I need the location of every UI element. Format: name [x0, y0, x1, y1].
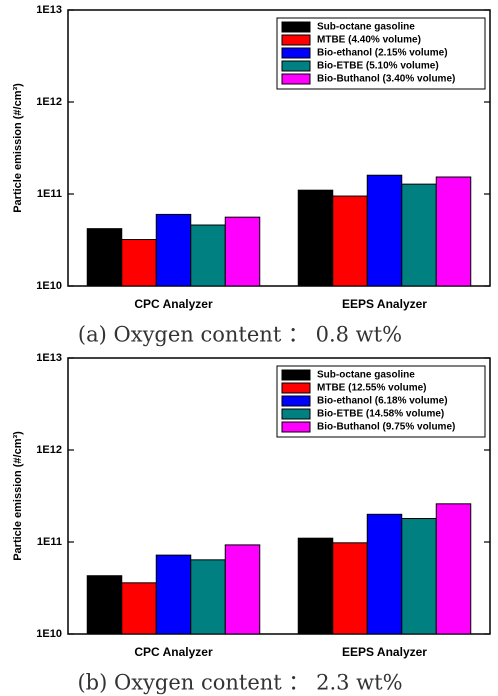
- bar: [332, 542, 368, 635]
- y-axis-label: Particle emission (#/cm³): [12, 431, 24, 561]
- x-tick-label: CPC Analyzer: [134, 645, 213, 659]
- bar: [155, 554, 192, 635]
- legend-label: Sub-octane gasoline: [317, 370, 415, 381]
- legend-swatch: [281, 421, 311, 433]
- bar: [224, 216, 261, 287]
- legend-swatch: [281, 34, 311, 46]
- x-tick-label: EEPS Analyzer: [342, 645, 427, 659]
- legend-label: Sub-octane gasoline: [317, 22, 415, 33]
- bar: [401, 518, 437, 635]
- bar: [435, 503, 472, 635]
- y-tick-label: 1E13: [36, 4, 62, 16]
- legend-swatch: [281, 408, 311, 420]
- y-tick-label: 1E10: [36, 280, 62, 292]
- bar: [366, 513, 403, 635]
- y-tick-label: 1E11: [37, 536, 62, 548]
- bar: [121, 239, 157, 287]
- legend-swatch: [281, 382, 311, 394]
- bar: [435, 176, 472, 287]
- bar: [366, 174, 403, 287]
- legend-label: Bio-Buthanol (3.40% volume): [317, 74, 455, 85]
- bar: [332, 195, 368, 287]
- legend-swatch: [281, 47, 311, 59]
- legend-swatch: [281, 21, 311, 33]
- plot-frame: [67, 357, 491, 635]
- bar: [401, 183, 437, 287]
- legend-box: [276, 17, 486, 90]
- bar: [155, 213, 192, 287]
- legend-label: Bio-ethanol (2.15% volume): [317, 48, 448, 59]
- chart: 1E10 1E11 1E12 1E13 Particle emission (#/cm³…: [12, 352, 491, 695]
- caption: (b) Oxygen content ： 2.3 wt%: [77, 671, 402, 695]
- legend-swatch: [281, 73, 311, 85]
- legend-label: Bio-Buthanol (9.75% volume): [317, 422, 455, 433]
- x-tick-label: EEPS Analyzer: [342, 297, 427, 311]
- bar: [86, 575, 123, 635]
- legend-label: MTBE (4.40% volume): [317, 35, 421, 46]
- legend-label: MTBE (12.55% volume): [317, 383, 426, 394]
- legend-swatch: [281, 395, 311, 407]
- legend-swatch: [281, 369, 311, 381]
- bar: [121, 582, 157, 635]
- bar: [297, 537, 334, 635]
- legend-swatch: [281, 60, 311, 72]
- y-tick-label: 1E10: [36, 628, 62, 640]
- y-tick-label: 1E13: [36, 352, 62, 364]
- y-tick-label: 1E12: [36, 96, 62, 108]
- y-tick-label: 1E12: [36, 444, 62, 456]
- bar: [190, 224, 226, 287]
- y-tick-label: 1E11: [37, 188, 62, 200]
- legend-label: Bio-ETBE (14.58% volume): [317, 409, 444, 420]
- bar: [224, 544, 261, 635]
- chart: 1E10 1E11 1E12 1E13 Particle emission (#/cm³…: [12, 4, 491, 347]
- bar: [297, 189, 334, 287]
- plot-frame: [67, 9, 491, 287]
- x-tick-label: CPC Analyzer: [134, 297, 213, 311]
- legend-label: Bio-ETBE (5.10% volume): [317, 61, 439, 72]
- bar: [86, 228, 123, 287]
- bar: [190, 559, 226, 635]
- legend-box: [276, 365, 486, 438]
- y-axis-label: Particle emission (#/cm³): [12, 83, 24, 213]
- legend-label: Bio-ethanol (6.18% volume): [317, 396, 448, 407]
- caption: (a) Oxygen content ： 0.8 wt%: [78, 323, 402, 347]
